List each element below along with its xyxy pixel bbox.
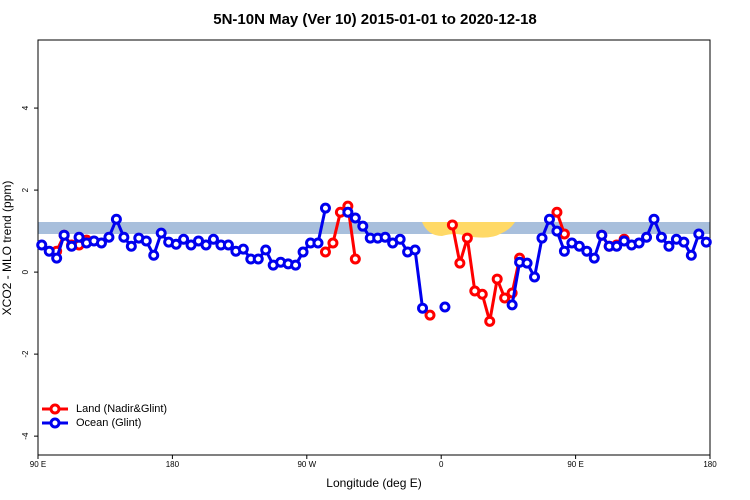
data-point (484, 315, 496, 327)
data-point (36, 239, 48, 251)
data-point (207, 233, 219, 245)
data-point (349, 212, 361, 224)
data-point (58, 229, 70, 241)
data-point (349, 253, 361, 265)
y-tick-label: 4 (21, 105, 30, 110)
data-point (103, 231, 115, 243)
data-point (685, 249, 697, 261)
x-tick-label: 0 (439, 460, 444, 469)
y-tick-label: -2 (21, 350, 30, 358)
data-point (573, 240, 585, 252)
legend-marker (49, 403, 61, 415)
x-axis-label: Longitude (deg E) (326, 476, 421, 490)
data-point (581, 245, 593, 257)
data-point (521, 257, 533, 269)
data-point (678, 236, 690, 248)
data-point (596, 229, 608, 241)
data-point (454, 257, 466, 269)
y-axis-label: XCO2 - MLO trend (ppm) (0, 181, 14, 316)
data-point (551, 206, 563, 218)
data-point (95, 237, 107, 249)
data-point (222, 239, 234, 251)
data-point (342, 206, 354, 218)
data-point (252, 253, 264, 265)
data-point (297, 246, 309, 258)
x-tick-label: 90 W (297, 460, 316, 469)
data-point (357, 220, 369, 232)
data-point (693, 228, 705, 240)
legend-label: Ocean (Glint) (76, 417, 141, 429)
data-point (290, 259, 302, 271)
data-point (648, 213, 660, 225)
data-point (558, 245, 570, 257)
data-point (588, 252, 600, 264)
data-point (319, 202, 331, 214)
data-point (536, 232, 548, 244)
data-point (655, 231, 667, 243)
data-point (148, 249, 160, 261)
legend-marker (49, 417, 61, 429)
data-point (491, 273, 503, 285)
data-point (312, 237, 324, 249)
coverage-shape (422, 222, 515, 238)
data-point (200, 239, 212, 251)
data-point (379, 231, 391, 243)
data-point (73, 231, 85, 243)
data-point (499, 292, 511, 304)
data-point (409, 244, 421, 256)
data-point (260, 244, 272, 256)
x-tick-label: 180 (166, 460, 180, 469)
chart-title: 5N-10N May (Ver 10) 2015-01-01 to 2020-1… (213, 11, 537, 28)
data-point (543, 213, 555, 225)
data-point (439, 301, 451, 313)
y-tick-label: 0 (21, 269, 30, 274)
data-point (237, 243, 249, 255)
data-point (327, 237, 339, 249)
data-point (125, 240, 137, 252)
data-point (611, 240, 623, 252)
data-point (110, 213, 122, 225)
data-point (170, 238, 182, 250)
data-point (66, 240, 78, 252)
data-point (118, 231, 130, 243)
legend-label: Land (Nadir&Glint) (76, 403, 167, 415)
data-point (506, 299, 518, 311)
data-point (155, 227, 167, 239)
x-tick-label: 180 (703, 460, 717, 469)
y-tick-label: -4 (21, 432, 30, 440)
data-point (446, 219, 458, 231)
x-tick-label: 90 E (567, 460, 583, 469)
data-point (476, 288, 488, 300)
data-point (461, 232, 473, 244)
data-point (394, 233, 406, 245)
y-tick-label: 2 (21, 187, 30, 192)
data-point (417, 302, 429, 314)
data-point (424, 309, 436, 321)
data-point (319, 246, 331, 258)
data-point (700, 236, 712, 248)
data-point (140, 235, 152, 247)
data-point (663, 240, 675, 252)
data-point (51, 252, 63, 264)
data-point (43, 245, 55, 257)
background-band (38, 222, 710, 234)
data-point (633, 237, 645, 249)
data-point (529, 271, 541, 283)
data-point (641, 231, 653, 243)
x-tick-label: 90 E (30, 460, 46, 469)
data-point (178, 233, 190, 245)
data-point (551, 225, 563, 237)
